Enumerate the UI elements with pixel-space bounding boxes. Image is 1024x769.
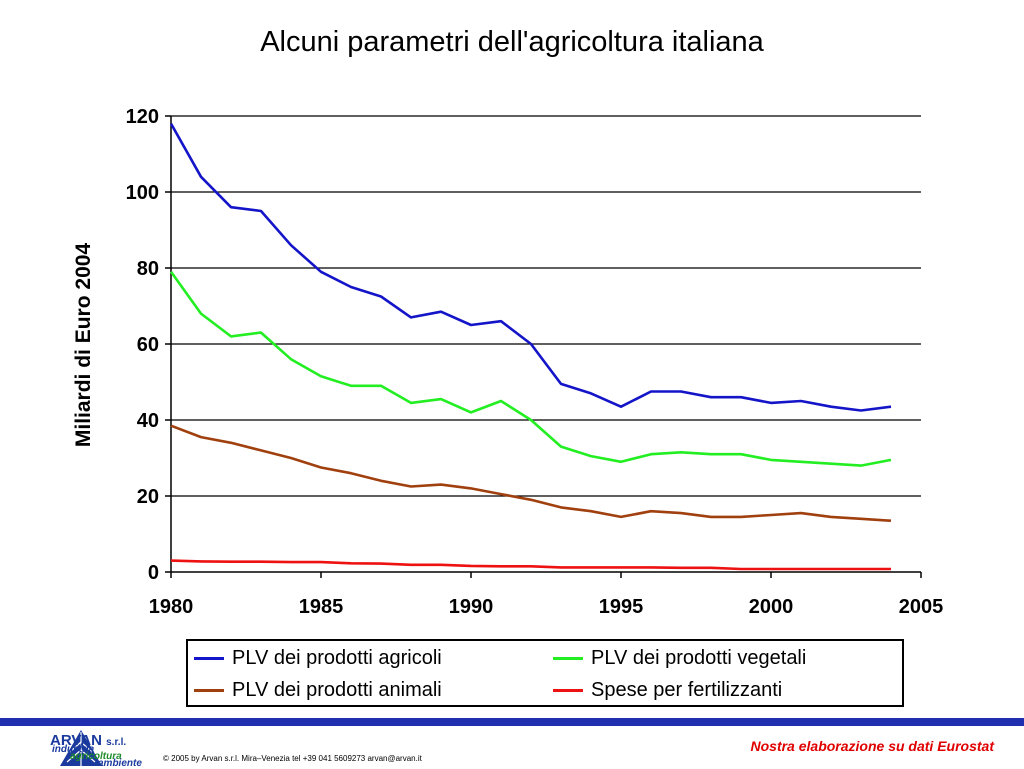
series-line-2 <box>170 424 892 522</box>
logo-name-text: ARVAN <box>50 732 102 749</box>
y-tick-label-40: 40 <box>137 410 159 432</box>
y-tick-label-60: 60 <box>137 334 159 356</box>
legend-swatch-fertilizzanti <box>553 688 583 692</box>
legend-item-agricoli: PLV dei prodotti agricoli <box>194 643 442 673</box>
y-tick-label-0: 0 <box>148 562 159 584</box>
source-note: Nostra elaborazione su dati Eurostat <box>750 738 995 754</box>
logo-line-ambiente: ambiente <box>98 758 142 769</box>
series-line-1 <box>169 271 892 467</box>
logo-line-agricoltura: agricoltura <box>70 751 122 762</box>
arvan-logo-icon <box>60 730 102 766</box>
series-line-3 <box>170 559 891 571</box>
y-tick-label-100: 100 <box>126 182 159 204</box>
legend-label-fertilizzanti: Spese per fertilizzanti <box>591 678 783 701</box>
legend-item-animali: PLV dei prodotti animali <box>194 675 442 705</box>
x-tick-label-1985: 1985 <box>299 596 344 618</box>
logo-name: ARVAN s.r.l. <box>50 732 126 749</box>
x-tick-label-1995: 1995 <box>599 596 644 618</box>
legend-item-fertilizzanti: Spese per fertilizzanti <box>553 675 782 705</box>
y-axis-label: Miliardi di Euro 2004 <box>72 242 95 448</box>
x-tick-label-2005: 2005 <box>899 596 944 618</box>
footer-bar <box>0 718 1024 724</box>
series-line-0 <box>169 122 892 412</box>
logo-suffix: s.r.l. <box>106 737 127 748</box>
y-tick-label-120: 120 <box>126 106 159 128</box>
legend-item-vegetali: PLV dei prodotti vegetali <box>553 643 806 673</box>
legend-swatch-vegetali <box>553 656 583 660</box>
copyright-text: © 2005 by Arvan s.r.l. Mira–Venezia tel … <box>163 754 422 763</box>
legend-swatch-agricoli <box>194 656 224 660</box>
x-tick-label-1990: 1990 <box>449 596 494 618</box>
legend: PLV dei prodotti agricoli PLV dei prodot… <box>186 639 904 707</box>
footer-divider <box>0 724 1024 726</box>
y-tick-label-20: 20 <box>137 486 159 508</box>
legend-label-vegetali: PLV dei prodotti vegetali <box>591 646 807 669</box>
chart-title: Alcuni parametri dell'agricoltura italia… <box>260 26 764 58</box>
logo-line-industria: industria <box>52 744 95 755</box>
x-tick-label-1980: 1980 <box>149 596 194 618</box>
x-tick-label-2000: 2000 <box>749 596 794 618</box>
legend-swatch-animali <box>194 688 224 692</box>
legend-label-agricoli: PLV dei prodotti agricoli <box>232 646 442 669</box>
legend-label-animali: PLV dei prodotti animali <box>232 678 442 701</box>
y-tick-label-80: 80 <box>137 258 159 280</box>
